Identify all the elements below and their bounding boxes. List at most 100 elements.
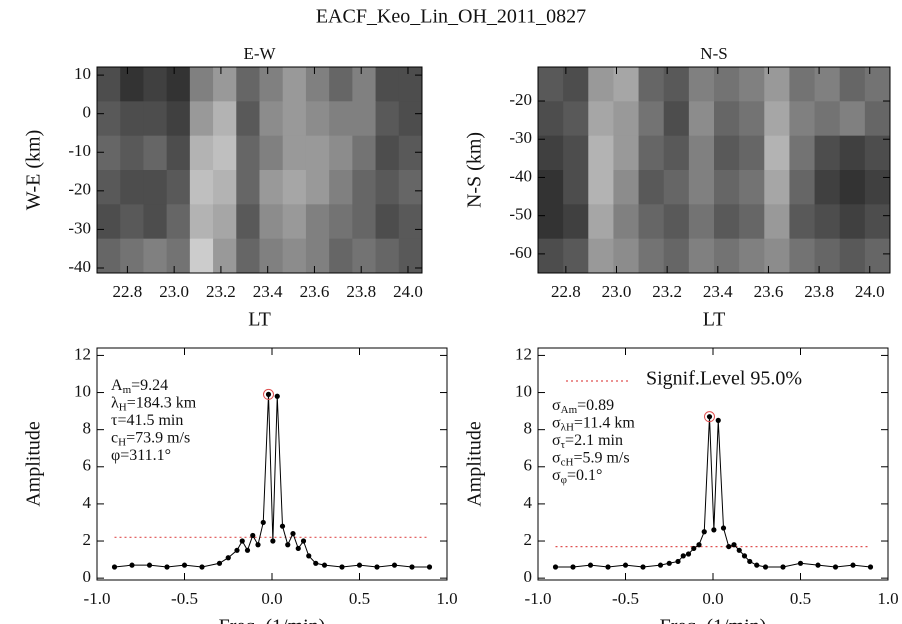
y-tick-label: -40 xyxy=(68,257,91,276)
annotation-value: =41.5 min xyxy=(117,412,183,429)
heatmap-cell xyxy=(97,101,121,137)
plot-frame xyxy=(96,66,423,274)
annotation-symbol: A xyxy=(111,377,123,394)
heatmap-cell xyxy=(213,170,237,205)
heatmap-cell xyxy=(714,170,740,205)
heatmap-cell xyxy=(563,67,589,102)
heatmap-cell xyxy=(739,170,765,205)
heatmap-cell xyxy=(120,170,144,205)
annotation-subscript: H xyxy=(118,436,126,448)
heatmap-cell xyxy=(764,101,790,137)
heatmap-cell xyxy=(839,170,866,205)
heatmap-cell xyxy=(613,67,640,102)
heatmap-cell xyxy=(166,67,191,102)
spectrum-point xyxy=(234,547,240,553)
panel-title: E-W xyxy=(243,44,276,63)
heatmap-cell xyxy=(864,67,891,102)
spectrum-point xyxy=(426,564,433,570)
x-tick-label: 23.0 xyxy=(602,282,632,301)
heatmap-cell xyxy=(213,135,237,171)
x-tick-label: 23.6 xyxy=(754,282,784,301)
plot-frame xyxy=(537,66,891,274)
x-tick-label: 0.0 xyxy=(261,589,282,608)
heatmap-cell xyxy=(329,238,353,274)
x-tick-label: -1.0 xyxy=(525,589,552,608)
spectrum-point xyxy=(265,391,272,397)
heatmap-cell xyxy=(120,204,144,240)
spectrum-point xyxy=(680,553,686,559)
heatmap-cell xyxy=(789,238,816,274)
spectrum-point xyxy=(747,558,753,565)
heatmap-cell xyxy=(120,67,144,102)
heatmap-cell xyxy=(143,135,168,171)
annotation-value: =9.24 xyxy=(131,377,168,394)
y-tick-label: 12 xyxy=(515,344,532,363)
heatmap-cell xyxy=(97,135,121,171)
heatmap-cell xyxy=(688,170,715,205)
annotation-symbol: φ xyxy=(111,447,120,464)
heatmap-cell xyxy=(688,67,715,102)
heatmap-cell xyxy=(189,135,214,171)
spectrum-point xyxy=(691,545,697,552)
heatmap-cell xyxy=(538,101,564,137)
spectrum-point xyxy=(409,564,415,570)
y-axis-label: W-E (km) xyxy=(23,130,45,211)
heatmap-cell xyxy=(259,170,284,205)
heatmap-cell xyxy=(352,67,377,102)
heatmap-cell xyxy=(97,204,121,240)
heatmap-cell xyxy=(166,204,191,240)
heatmap-cell xyxy=(613,101,640,137)
y-axis-label: N-S (km) xyxy=(464,132,486,208)
spectrum-point xyxy=(270,538,276,544)
spectrum-point xyxy=(736,547,742,553)
annotation: στ=2.1 min xyxy=(552,432,623,451)
heatmap-cell xyxy=(814,204,841,240)
heatmap-cell xyxy=(236,67,260,102)
heatmap-cell xyxy=(688,204,715,240)
annotation-value: =73.9 m/s xyxy=(126,429,190,446)
x-tick-label: 0.0 xyxy=(702,589,723,608)
heatmap-cell xyxy=(688,135,715,171)
heatmap-cell xyxy=(663,67,690,102)
spectrum-point xyxy=(260,519,266,526)
heatmap-cell xyxy=(588,101,614,137)
annotation-value: =2.1 min xyxy=(565,432,623,449)
heatmap-cell xyxy=(282,67,307,102)
heatmap-cell xyxy=(352,238,377,274)
annotation: φ=311.1° xyxy=(111,447,171,464)
heatmap-cell xyxy=(189,204,214,240)
heatmap-cell xyxy=(398,135,423,171)
heatmap-cell xyxy=(166,135,191,171)
heatmap-cell xyxy=(329,170,353,205)
spectrum-point xyxy=(622,562,629,568)
x-tick-label: -1.0 xyxy=(84,589,111,608)
spectrum-point xyxy=(741,553,748,559)
y-tick-label: 4 xyxy=(524,493,533,512)
annotation-symbol: σ xyxy=(552,449,561,466)
spectrum-point xyxy=(815,562,821,568)
annotation-subscript: m xyxy=(123,384,132,396)
spectrum-point xyxy=(279,523,286,529)
heatmap-cell xyxy=(563,135,589,171)
heatmap-cell xyxy=(538,238,564,274)
spectrum-point xyxy=(762,564,769,570)
heatmap-cell xyxy=(97,238,121,274)
spectrum-point xyxy=(306,553,312,559)
spectrum-point xyxy=(797,560,804,566)
heatmap-cell xyxy=(739,238,765,274)
y-axis-label: Amplitude xyxy=(464,421,486,507)
spectrum-point xyxy=(780,564,786,570)
y-tick-label: -40 xyxy=(509,166,532,185)
heatmap-cell xyxy=(236,101,260,137)
heatmap-cell xyxy=(120,135,144,171)
y-tick-label: 0 xyxy=(83,567,92,586)
heatmap-cell xyxy=(764,170,790,205)
heatmap-cell xyxy=(259,204,284,240)
heatmap-cell xyxy=(839,238,866,274)
heatmap-cell xyxy=(864,238,891,274)
spectrum-point xyxy=(850,562,856,568)
spectrum-point xyxy=(321,562,328,568)
spectrum-point xyxy=(640,564,646,570)
heatmap-cell xyxy=(143,170,168,205)
heatmap-cell xyxy=(538,67,564,102)
